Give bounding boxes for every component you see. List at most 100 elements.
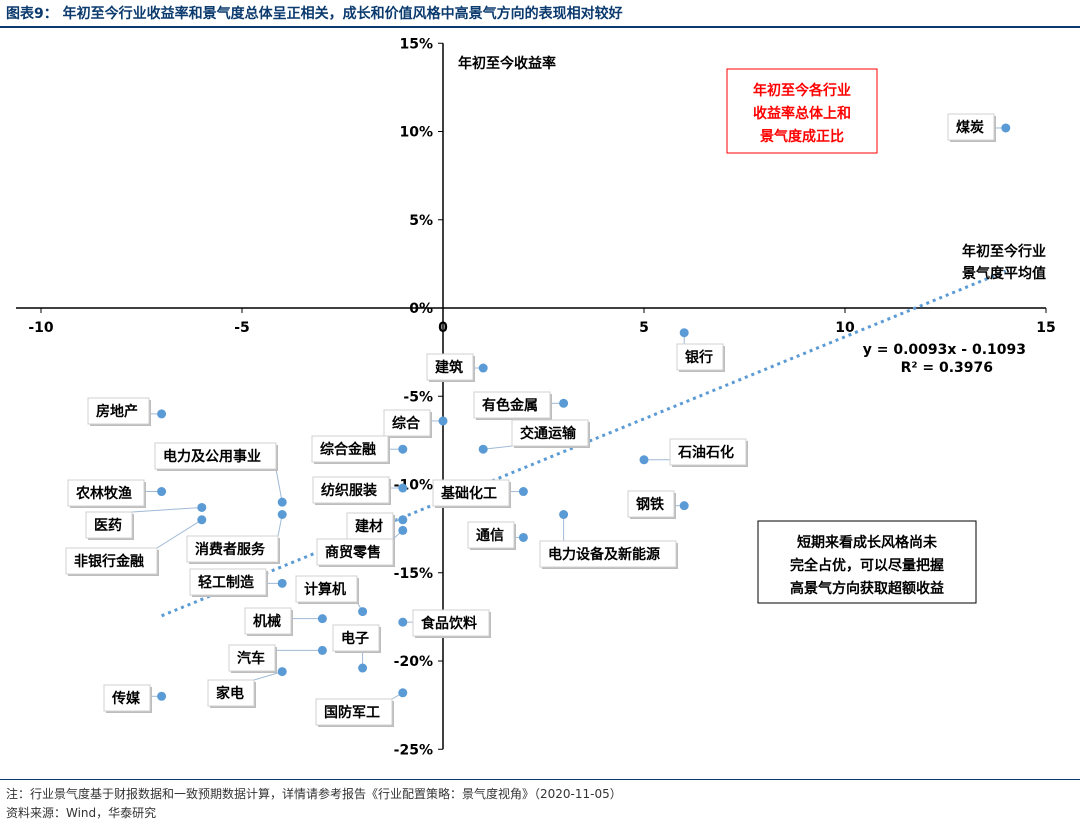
data-label: 综合	[392, 415, 421, 432]
data-point	[277, 667, 287, 677]
data-label: 通信	[476, 527, 504, 544]
data-label: 食品饮料	[421, 615, 477, 632]
footnote: 注：行业景气度基于财报数据和一致预期数据计算，详情请参考报告《行业配置策略：景气…	[6, 787, 622, 801]
label-box	[676, 343, 724, 371]
leader-line	[253, 671, 283, 681]
data-point	[317, 614, 327, 624]
data-label: 传媒	[111, 690, 141, 707]
data-point	[157, 409, 167, 419]
title-bar: 图表9： 年初至今行业收益率和景气度总体呈正相关，成长和价值风格中高景气方向的表…	[0, 0, 1080, 28]
data-point-group: 国防军工	[315, 688, 408, 727]
leader-line	[483, 445, 513, 450]
leader-line	[156, 519, 203, 549]
label-box	[295, 575, 358, 603]
label-box	[87, 397, 150, 425]
data-point	[679, 328, 689, 338]
data-point-group: 石油石化	[639, 438, 748, 467]
label-box	[332, 624, 380, 652]
annotation-text: 年初至今行业	[962, 243, 1046, 260]
x-tick-label: 10	[835, 320, 855, 336]
data-point-group: 煤炭	[947, 113, 1011, 142]
data-label: 汽车	[237, 650, 265, 667]
data-point	[398, 688, 408, 698]
data-label: 有色金属	[482, 397, 538, 414]
data-label: 建筑	[435, 359, 463, 376]
label-box	[186, 535, 279, 563]
label-box	[85, 511, 133, 539]
data-point-group: 商贸零售	[316, 525, 408, 567]
data-point	[317, 645, 327, 655]
data-point	[398, 444, 408, 454]
data-label: 银行	[685, 349, 713, 366]
y-tick-label: 5%	[409, 213, 433, 229]
data-label: 轻工制造	[198, 574, 254, 591]
data-point-group: 家电	[207, 667, 287, 708]
data-point	[398, 617, 408, 627]
data-label: 非银行金融	[74, 553, 144, 570]
leader-line	[131, 506, 202, 513]
data-label: 商贸零售	[325, 544, 381, 561]
data-label: 农林牧渔	[75, 485, 132, 502]
x-tick-label: 15	[1036, 320, 1055, 336]
data-label: 医药	[94, 517, 122, 534]
label-box	[67, 479, 145, 507]
data-point	[358, 663, 368, 673]
annotation-box	[757, 520, 977, 604]
data-point-group: 食品饮料	[398, 609, 491, 638]
y-tick-label: 10%	[399, 125, 433, 141]
label-box	[432, 479, 510, 507]
data-label: 石油石化	[677, 444, 734, 461]
data-point	[518, 487, 528, 497]
data-label: 综合金融	[320, 441, 376, 458]
label-box	[539, 540, 677, 568]
data-point	[197, 502, 207, 512]
data-label: 纺织服装	[321, 482, 378, 499]
label-box	[346, 512, 394, 540]
label-box	[228, 644, 276, 672]
trendline-r2: R² = 0.3976	[901, 360, 993, 376]
data-point-group: 有色金属	[473, 391, 569, 420]
data-point-group: 基础化工	[432, 479, 528, 508]
data-point-group: 银行	[676, 328, 725, 372]
data-point-group: 建筑	[426, 353, 488, 382]
data-label: 房地产	[96, 403, 138, 420]
data-point	[277, 578, 287, 588]
label-box	[312, 476, 390, 504]
data-point-group: 综合金融	[311, 435, 408, 464]
label-box	[669, 438, 747, 466]
data-label: 建材	[355, 518, 383, 535]
annotation-text: 高景气方向获取超额收益	[790, 580, 944, 597]
data-point	[398, 515, 408, 525]
data-point-group: 建材	[346, 512, 408, 541]
data-label: 电力及公用事业	[163, 448, 261, 465]
data-label: 电力设备及新能源	[548, 546, 660, 563]
annotation-text: 年初至今各行业	[753, 82, 851, 99]
data-point-group: 综合	[383, 409, 448, 438]
y-tick-label: 0%	[409, 301, 433, 317]
y-tick-label: 15%	[399, 36, 433, 52]
data-point-group: 消费者服务	[186, 510, 287, 564]
data-point	[277, 497, 287, 507]
x-tick-label: 5	[639, 320, 649, 336]
data-point	[679, 501, 689, 511]
data-point-group: 农林牧渔	[67, 479, 167, 508]
label-box	[244, 607, 292, 635]
data-point	[197, 515, 207, 525]
label-box	[311, 435, 389, 463]
label-box	[316, 538, 394, 566]
data-label: 钢铁	[636, 496, 664, 513]
label-box	[207, 679, 255, 707]
data-point	[398, 525, 408, 535]
data-point	[478, 363, 488, 373]
data-point	[639, 455, 649, 465]
label-box	[511, 419, 589, 447]
data-point-group: 电力及公用事业	[154, 442, 287, 507]
chart-area: -10 -5 0 5 10 15 15% 10% 5% 0% -5% -10% -15% -20% -25%…	[0, 28, 1080, 778]
label-box	[467, 521, 515, 549]
data-point-group: 电力设备及新能源	[539, 510, 678, 569]
label-box	[947, 113, 995, 141]
data-label: 机械	[253, 613, 281, 630]
label-box	[154, 442, 277, 470]
